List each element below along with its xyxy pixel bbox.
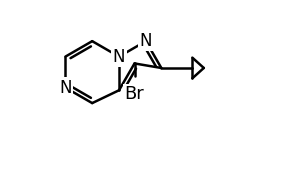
Text: N: N (113, 48, 125, 66)
Text: Br: Br (124, 85, 144, 103)
Text: N: N (140, 32, 152, 50)
Text: N: N (59, 79, 72, 97)
